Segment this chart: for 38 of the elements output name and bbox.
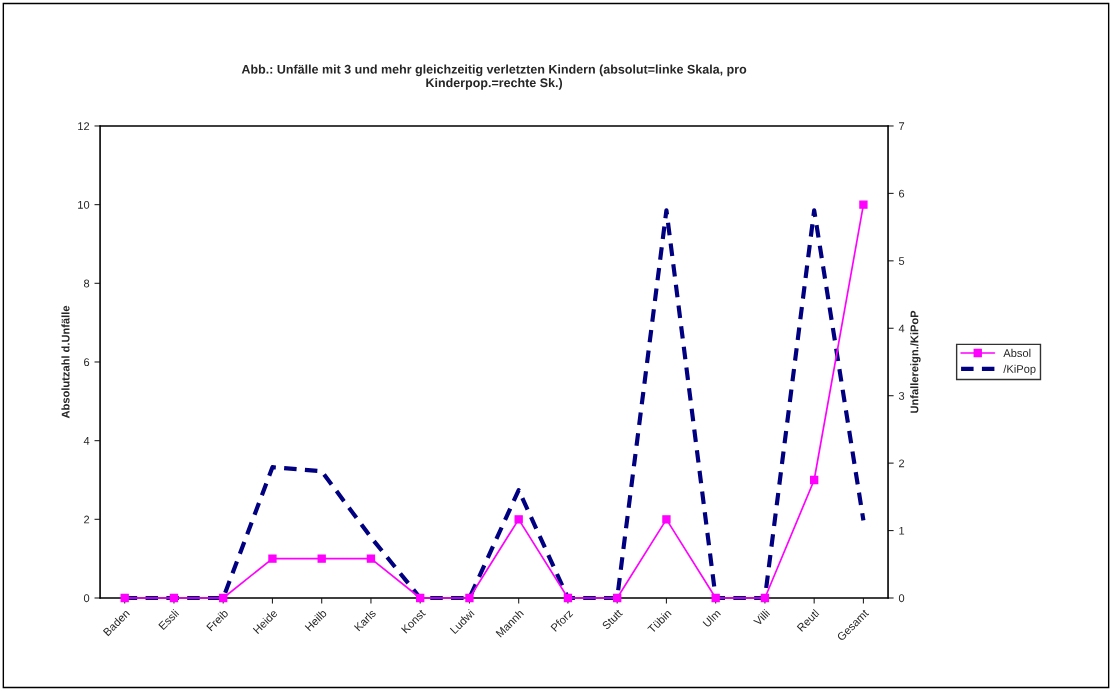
y2-tick-label: 0 [898,594,905,603]
y2-axis-title: Unfallereign./KiPoP [910,310,921,413]
y2-tick-label: 5 [898,257,905,265]
y-tick-label: 12 [78,122,90,130]
point [810,475,819,485]
y-tick-label: 8 [83,279,90,288]
chart-title: Abb.: Unfälle mit 3 und mehr gleichzeitig verletzten Kindern (absolut=linke Skala, pro Kinderpop.=rechte Sk.) [241,64,747,90]
point [465,593,474,603]
y2-tick-label: 7 [899,122,905,130]
point [613,593,622,603]
y-tick-label: 0 [83,594,90,603]
point [416,593,425,603]
point [366,554,376,563]
y2-tick-label: 4 [898,324,905,333]
y2-tick-label: 3 [898,391,905,400]
point [219,593,228,603]
x-tick-label: Ulm [702,608,721,628]
y-axis-title: Absolutzahl d.Unfälle [61,305,70,419]
legend-label: Absol [1003,348,1031,358]
legend-label: /KiPop [1003,364,1036,376]
y-tick-label: 2 [84,515,90,524]
y-tick-label: 10 [78,200,90,209]
x-tick-label: Villi [752,608,771,627]
point [120,593,129,603]
point [859,200,868,209]
y2-tick-label: 1 [899,526,905,535]
y2-tick-label: 2 [899,459,905,468]
point [563,593,573,603]
point [514,515,523,524]
point [169,593,179,603]
y-tick-label: 4 [83,437,90,445]
point [268,554,277,563]
y-tick-label: 6 [84,358,90,367]
point [711,593,720,603]
point [662,515,671,524]
y2-tick-label: 6 [899,189,905,198]
point [317,554,326,563]
point [760,593,770,603]
